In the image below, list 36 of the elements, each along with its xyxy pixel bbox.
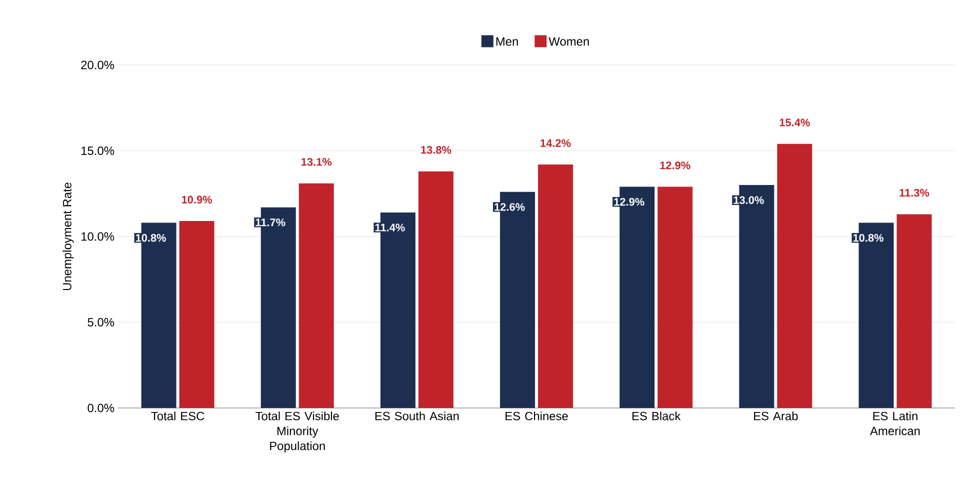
x-tick-label: ES South Asian — [375, 412, 459, 420]
data-label: 13.1% — [302, 158, 332, 166]
data-label: 11.3% — [900, 188, 930, 197]
y-tick-label: 15.0% — [81, 146, 114, 155]
legend-label: Men — [496, 37, 518, 46]
data-label: 15.4% — [780, 118, 810, 126]
y-axis-title: Unemployment Rate — [62, 182, 74, 290]
data-label: 11.7% — [256, 218, 286, 226]
bar — [179, 221, 214, 408]
data-label: 12.6% — [494, 203, 525, 211]
bar — [896, 214, 932, 408]
bar — [658, 186, 693, 408]
data-label: 10.9% — [182, 196, 212, 204]
x-tick-label: Total ES Visible Minority Population — [256, 412, 339, 453]
x-tick-label: ES Chinese — [506, 412, 568, 420]
y-tick-label: 20.0% — [81, 60, 114, 70]
data-label: 12.9% — [614, 198, 644, 206]
y-tick-label: 10.0% — [81, 232, 114, 241]
bar — [777, 144, 812, 408]
data-label: 14.2% — [540, 139, 571, 147]
legend-label: Women — [548, 37, 589, 46]
bar — [298, 183, 334, 408]
x-tick-label: Total ESC — [151, 412, 204, 420]
y-tick-label: 0.0% — [88, 404, 114, 412]
data-label: 10.8% — [136, 234, 166, 242]
bar — [418, 171, 454, 408]
y-tick-label: 5.0% — [88, 318, 114, 326]
data-label: 13.0% — [734, 196, 764, 204]
data-label: 11.4% — [375, 224, 405, 232]
data-label: 13.8% — [421, 146, 452, 154]
x-tick-label: ES Latin American — [870, 412, 920, 436]
x-tick-label: ES Black — [632, 412, 681, 420]
bar — [538, 164, 574, 408]
data-label: 10.8% — [853, 234, 884, 242]
x-tick-label: ES Arab — [754, 412, 798, 420]
data-label: 12.9% — [660, 161, 690, 170]
